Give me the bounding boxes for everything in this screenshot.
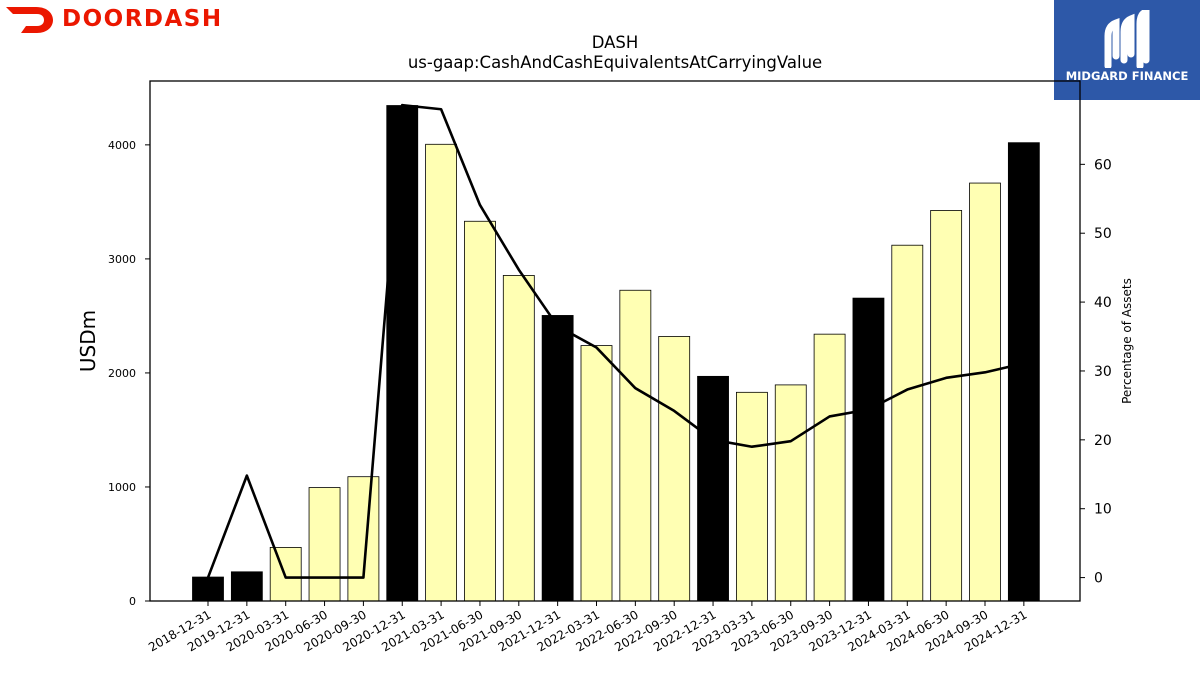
y-tick-label: 2000 <box>108 367 136 380</box>
bar-2020-12-31 <box>386 105 419 602</box>
bar-2018-12-31 <box>192 576 224 602</box>
y-axis-label: USDm <box>76 310 100 372</box>
midgard-watermark: MIDGARD FINANCE <box>1054 0 1200 100</box>
bar-2024-06-30 <box>930 210 963 602</box>
bar-2022-03-31 <box>580 345 613 602</box>
bar-2023-03-31 <box>736 391 768 602</box>
chart-subtitle: us-gaap:CashAndCashEquivalentsAtCarrying… <box>408 53 822 72</box>
bar-2023-06-30 <box>774 384 807 602</box>
y-tick-label: 1000 <box>108 481 136 494</box>
y2-tick-label: 50 <box>1094 226 1112 242</box>
bar-2024-03-31 <box>891 244 924 602</box>
bar-2021-09-30 <box>502 275 535 602</box>
bar-2022-06-30 <box>619 289 652 602</box>
plot-frame <box>149 80 1081 602</box>
y2-tick-label: 20 <box>1094 433 1112 449</box>
bar-2022-09-30 <box>658 336 691 602</box>
bar-2023-12-31 <box>852 297 885 602</box>
y2-tick-label: 0 <box>1094 571 1103 587</box>
doordash-logo: DOORDASH <box>6 4 223 34</box>
y2-tick-label: 60 <box>1094 157 1112 173</box>
bar-2021-03-31 <box>425 143 458 602</box>
bar-2019-12-31 <box>230 571 263 602</box>
midgard-m-icon <box>1104 10 1150 68</box>
pct-assets-line <box>206 103 1025 579</box>
doordash-dash-icon <box>6 7 53 33</box>
bar-2024-12-31 <box>1007 142 1040 602</box>
bar-2020-06-30 <box>308 487 341 602</box>
y2-tick-label: 40 <box>1094 295 1112 311</box>
doordash-wordmark: DOORDASH <box>62 6 223 32</box>
y-tick-label: 0 <box>129 595 136 608</box>
bar-2024-09-30 <box>969 182 1001 602</box>
bar-2022-12-31 <box>697 375 729 602</box>
bar-2021-06-30 <box>464 220 496 602</box>
y-tick-label: 4000 <box>108 139 136 152</box>
bar-2021-12-31 <box>541 315 574 602</box>
bar-2020-09-30 <box>347 476 380 602</box>
y2-axis: 0 10 20 30 40 50 60 <box>1080 157 1112 587</box>
line-series <box>206 103 1025 579</box>
x-axis: 2018-12-312019-12-312020-03-312020-06-30… <box>146 601 1029 654</box>
midgard-wordmark: MIDGARD FINANCE <box>1065 69 1189 83</box>
y-axis: 0 1000 2000 3000 4000 <box>108 139 150 608</box>
y2-tick-label: 10 <box>1094 502 1112 518</box>
y-tick-label: 3000 <box>108 253 136 266</box>
y2-tick-label: 30 <box>1094 364 1112 380</box>
bar-2023-09-30 <box>813 333 846 602</box>
y2-axis-label: Percentage of Assets <box>1120 278 1134 404</box>
bar-series <box>192 105 1040 602</box>
chart-title: DASH <box>592 33 639 52</box>
